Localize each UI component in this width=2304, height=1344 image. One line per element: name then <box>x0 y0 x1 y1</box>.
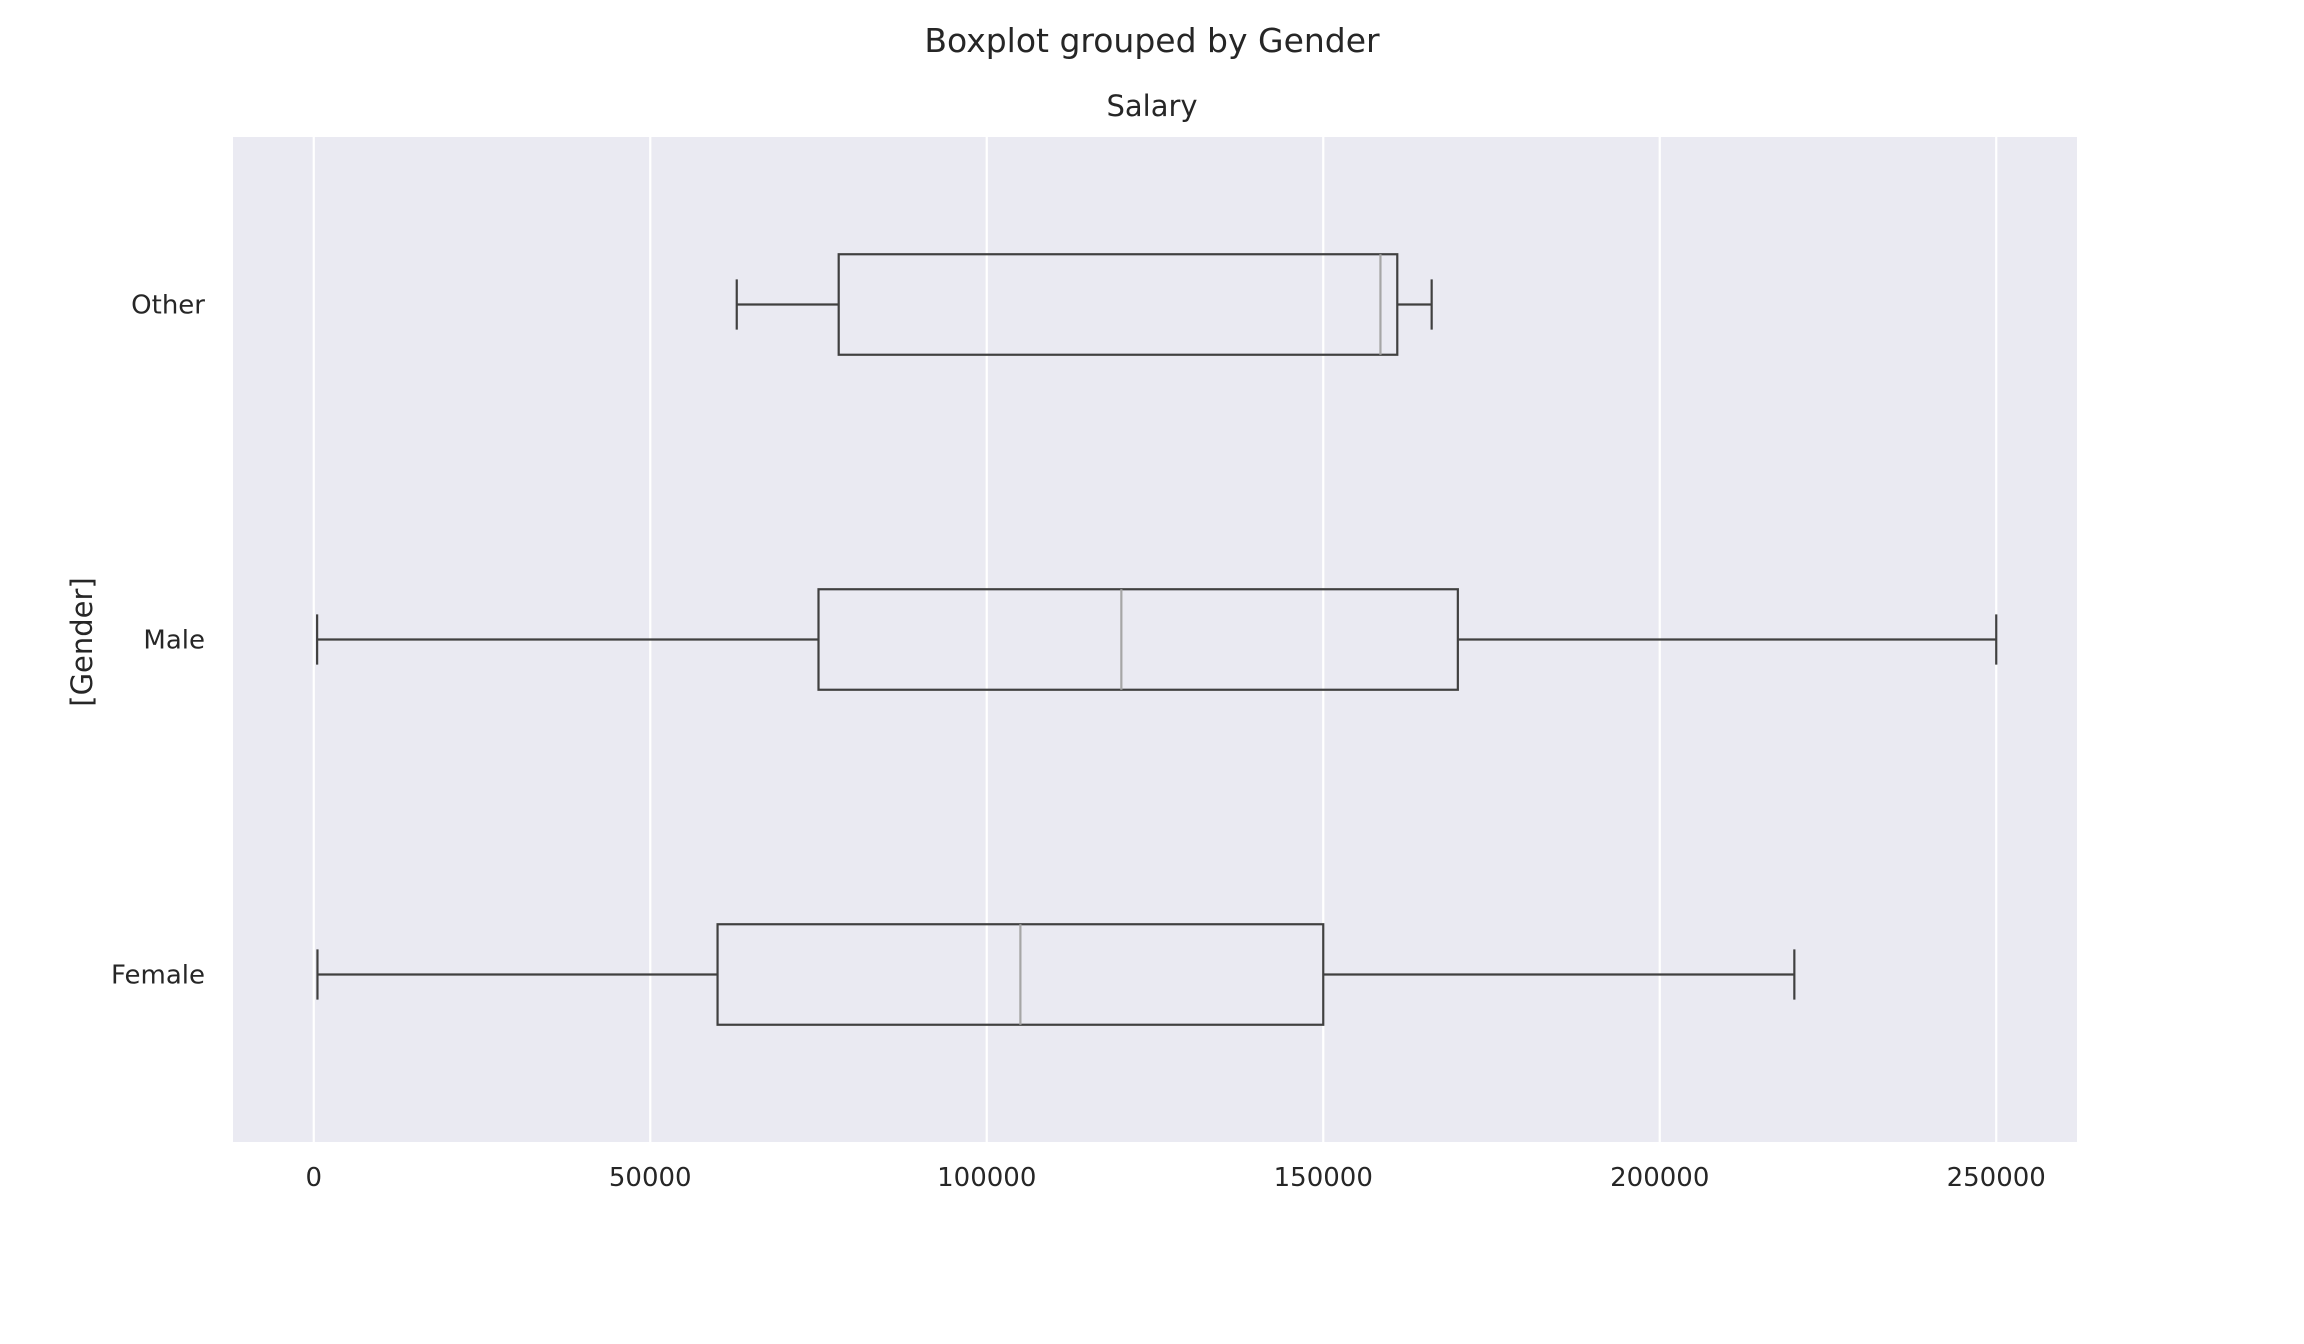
x-tick-label: 200000 <box>1610 1163 1709 1193</box>
x-tick-label: 0 <box>305 1163 322 1193</box>
y-tick-label-female: Female <box>111 961 205 991</box>
chart-subtitle: Salary <box>1106 89 1197 123</box>
box-female <box>316 923 1796 1026</box>
y-tick-label-male: Male <box>143 626 205 656</box>
x-tick-label: 250000 <box>1947 1163 2046 1193</box>
chart-title: Boxplot grouped by Gender <box>924 21 1380 60</box>
y-tick-labels: Female Male Other <box>111 291 205 991</box>
y-axis-label: [Gender] <box>65 577 99 707</box>
box-male <box>316 588 1998 691</box>
box-other <box>735 253 1433 356</box>
x-tick-labels: 0 50000 100000 150000 200000 250000 <box>305 1163 2045 1193</box>
x-tick-label: 100000 <box>937 1163 1036 1193</box>
x-tick-label: 150000 <box>1274 1163 1373 1193</box>
boxes <box>316 253 1998 1026</box>
y-tick-label-other: Other <box>131 291 205 321</box>
iqr-box-male <box>817 588 1459 691</box>
iqr-box-other <box>837 253 1399 356</box>
x-tick-label: 50000 <box>609 1163 692 1193</box>
